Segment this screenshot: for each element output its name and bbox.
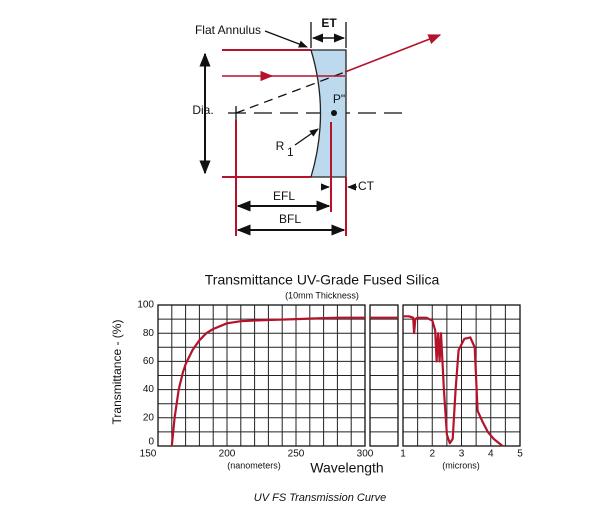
principal-point <box>331 110 337 116</box>
x-tick-label: 150 <box>140 449 157 460</box>
label: Flat Annulus <box>195 23 261 37</box>
x-tick-label: 200 <box>219 449 236 460</box>
x-tick-label: 300 <box>357 449 374 460</box>
x-tick-label: 250 <box>288 449 305 460</box>
label: CT <box>358 179 375 193</box>
y-tick-label: 80 <box>143 328 155 339</box>
x-tick-label: 4 <box>488 449 494 460</box>
label: BFL <box>279 212 301 226</box>
label: P" <box>333 92 345 106</box>
caption: UV FS Transmission Curve <box>254 492 386 504</box>
y-tick-label: 60 <box>143 356 155 367</box>
plot-frame <box>402 304 521 447</box>
r1-pointer <box>294 128 319 146</box>
annulus-pointer <box>264 30 308 48</box>
data-line <box>403 315 504 447</box>
y-tick-label: 0 <box>148 437 154 448</box>
y-tick-label: 40 <box>143 384 155 395</box>
plot-frame <box>157 304 366 447</box>
lens <box>310 49 347 178</box>
ray <box>344 34 442 73</box>
x-tick-label: 5 <box>517 449 523 460</box>
label: R <box>276 139 285 153</box>
plots: 0 20 40 60 80 100 150 200 250 300 1 2 3 4 5 <box>137 300 523 460</box>
data-line <box>170 316 365 447</box>
x-unit: (microns) <box>442 460 480 470</box>
x-unit: (nanometers) <box>227 460 281 470</box>
plot-frame <box>369 304 399 447</box>
lens-diagram: Flat Annulus ET Dia. P" R 1 CT EFL BFL <box>192 16 442 236</box>
virtual-ray <box>235 71 346 114</box>
x-tick-label: 2 <box>429 449 435 460</box>
x-tick-label: 3 <box>459 449 465 460</box>
label: Dia. <box>192 103 213 117</box>
label: EFL <box>273 189 295 203</box>
y-tick-label: 20 <box>143 412 155 423</box>
y-tick-label: 100 <box>137 300 154 311</box>
chart-title: Transmittance UV-Grade Fused Silica <box>205 272 440 288</box>
y-axis-label: Transmittance - (%) <box>110 320 124 425</box>
label-subscript: 1 <box>287 145 294 159</box>
x-tick-label: 1 <box>400 449 406 460</box>
label: ET <box>321 16 337 30</box>
x-axis-label: Wavelength <box>310 460 383 476</box>
chart-subtitle: (10mm Thickness) <box>285 290 359 300</box>
